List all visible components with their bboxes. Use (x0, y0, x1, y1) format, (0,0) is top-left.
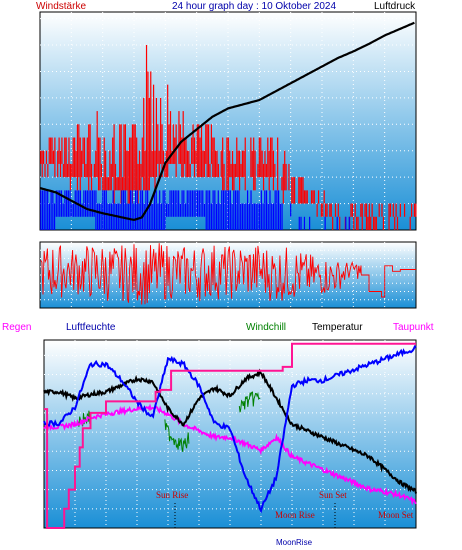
sun-rise-label: Sun Rise (156, 490, 188, 500)
legend-dewpoint: Taupunkt (393, 322, 434, 333)
rain-series (44, 342, 416, 529)
windchill-line (164, 419, 190, 452)
moon-set-label: Moon Set (378, 510, 414, 520)
pressure-line (39, 21, 415, 222)
temperature-line (43, 368, 417, 494)
windchill-line (238, 391, 261, 413)
legend-humidity: Luftfeuchte (66, 322, 116, 333)
wind-direction-line (40, 243, 416, 305)
legend-windchill: Windchill (246, 322, 286, 333)
wind-direction-series (40, 243, 416, 305)
temperature-series (43, 368, 417, 494)
rain-line (44, 342, 416, 529)
humidity-series (43, 345, 417, 514)
humidity-line (43, 345, 417, 514)
wind-title-label: Windstärke (36, 1, 86, 12)
sun-set-label: Sun Set (319, 490, 347, 500)
legend-rain: Regen (2, 322, 31, 333)
pressure-series (39, 21, 415, 222)
wind-average-series (40, 190, 350, 230)
legend-temperature: Temperatur (312, 322, 363, 333)
moonrise-axis-label: MoonRise (276, 538, 313, 547)
moon-rise-label: Moon Rise (275, 510, 315, 520)
wind-gust-series (40, 45, 417, 230)
climate-grid (44, 340, 416, 528)
graph-title: 24 hour graph day : 10 Oktober 2024 (172, 1, 336, 12)
pressure-title-label: Luftdruck (374, 1, 416, 12)
